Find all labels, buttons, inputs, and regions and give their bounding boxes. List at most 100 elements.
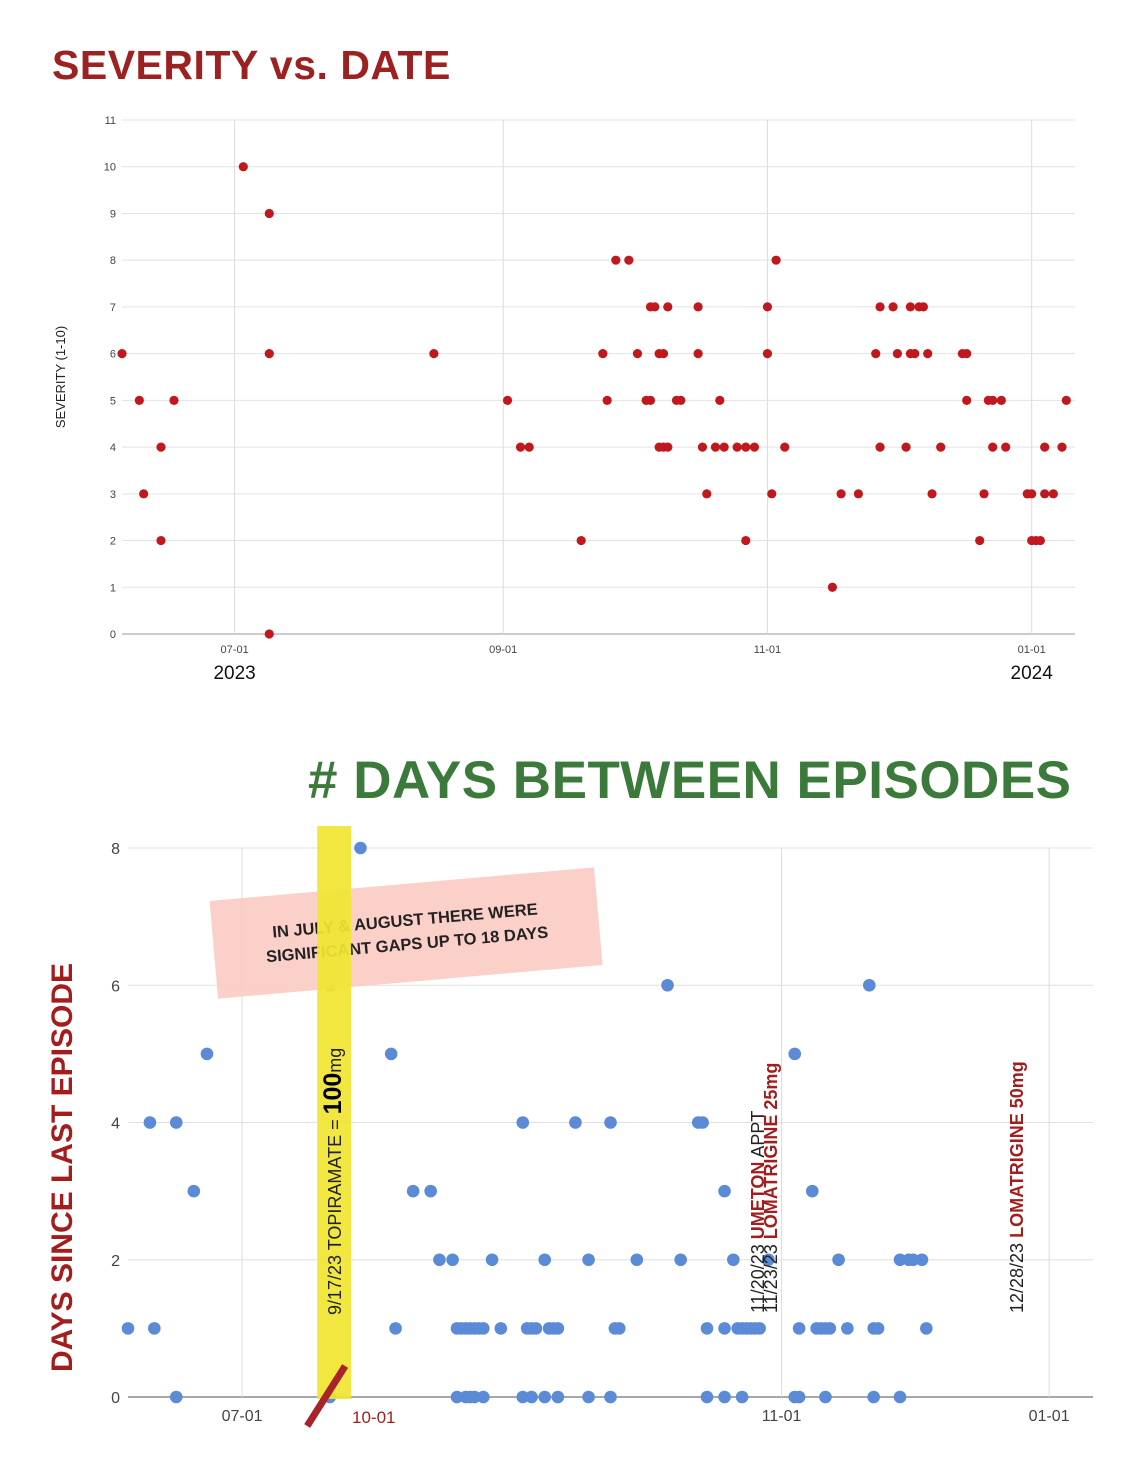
data-point bbox=[836, 489, 846, 499]
annotation-bold: UMETON bbox=[748, 1162, 768, 1240]
data-point bbox=[494, 1322, 508, 1335]
data-point bbox=[915, 1253, 929, 1267]
data-point bbox=[650, 302, 660, 312]
data-point bbox=[485, 1253, 499, 1267]
data-point bbox=[771, 255, 781, 265]
band-annotation-suffix: mg bbox=[325, 1048, 345, 1073]
data-point bbox=[905, 302, 915, 312]
data-point bbox=[923, 349, 933, 359]
data-point bbox=[663, 442, 673, 452]
data-point bbox=[384, 1047, 398, 1061]
data-point bbox=[832, 1253, 845, 1267]
band-annotation-prefix: 9/17/23 TOPIRAMATE = bbox=[325, 1114, 345, 1315]
data-point bbox=[468, 1390, 481, 1404]
data-point bbox=[696, 1116, 709, 1129]
data-point bbox=[892, 349, 902, 359]
annotation-date: 11/23/23 bbox=[761, 1239, 781, 1313]
data-point bbox=[121, 1322, 135, 1335]
data-point bbox=[741, 535, 751, 546]
data-point bbox=[516, 1116, 530, 1129]
data-point bbox=[693, 302, 703, 312]
data-point bbox=[862, 978, 876, 992]
data-point bbox=[476, 1390, 490, 1404]
data-point bbox=[676, 395, 686, 405]
data-point bbox=[148, 1322, 161, 1335]
y-tick-label: 8 bbox=[110, 255, 116, 267]
y-tick-label: 11 bbox=[105, 115, 116, 127]
data-point bbox=[732, 442, 742, 452]
data-point bbox=[604, 1116, 617, 1129]
data-point bbox=[406, 1184, 420, 1198]
y-tick-label: 2 bbox=[111, 1253, 120, 1270]
y-axis-label: DAYS SINCE LAST EPISODE bbox=[46, 963, 79, 1372]
band-annotation-bold: 100 bbox=[319, 1073, 347, 1115]
data-point bbox=[143, 1116, 157, 1129]
data-point bbox=[867, 1390, 880, 1404]
x-tick-label: 01-01 bbox=[1029, 1408, 1070, 1425]
data-point bbox=[875, 302, 885, 312]
data-point bbox=[117, 349, 127, 359]
data-point bbox=[788, 1047, 802, 1061]
annotation-suffix: APPT bbox=[748, 1111, 768, 1162]
data-point bbox=[538, 1390, 552, 1404]
data-point bbox=[139, 489, 149, 499]
data-point bbox=[612, 1322, 626, 1335]
data-point bbox=[446, 1253, 459, 1267]
data-point bbox=[661, 978, 674, 992]
data-point bbox=[200, 1047, 214, 1061]
data-point bbox=[962, 395, 972, 405]
data-point bbox=[762, 302, 773, 312]
data-point bbox=[354, 841, 367, 855]
gap-note-background bbox=[209, 867, 603, 999]
data-point bbox=[658, 349, 669, 359]
days-chart-title: # DAYS BETWEEN EPISODES bbox=[308, 751, 1072, 810]
data-point bbox=[169, 1390, 183, 1404]
data-point bbox=[156, 535, 166, 546]
data-point bbox=[598, 349, 608, 359]
data-point bbox=[1001, 442, 1011, 452]
annotation-date: 11/20/23 bbox=[748, 1239, 768, 1313]
data-point bbox=[893, 1253, 907, 1267]
data-point bbox=[611, 255, 621, 265]
data-point bbox=[700, 1390, 714, 1404]
data-point bbox=[238, 162, 248, 172]
data-point bbox=[624, 255, 634, 265]
data-point bbox=[871, 1322, 885, 1335]
y-tick-label: 7 bbox=[110, 302, 116, 314]
data-point bbox=[819, 1390, 832, 1404]
data-point bbox=[718, 1322, 731, 1335]
data-point bbox=[853, 489, 864, 499]
data-point bbox=[516, 1390, 530, 1404]
data-point bbox=[529, 1322, 543, 1335]
y-tick-label: 4 bbox=[110, 442, 116, 454]
data-point bbox=[918, 302, 928, 312]
data-point bbox=[893, 1390, 907, 1404]
data-point bbox=[476, 1322, 490, 1335]
data-point bbox=[975, 535, 985, 546]
x-year-label: 2023 bbox=[213, 663, 255, 684]
data-point bbox=[551, 1390, 565, 1404]
data-point bbox=[582, 1390, 595, 1404]
y-tick-label: 0 bbox=[111, 1390, 120, 1407]
x-year-label: 2024 bbox=[1011, 663, 1054, 684]
data-point bbox=[424, 1184, 437, 1198]
data-point bbox=[389, 1322, 402, 1335]
data-point bbox=[792, 1390, 806, 1404]
y-tick-label: 8 bbox=[111, 841, 120, 858]
annotation-bold: LOMATRIGINE 50mg bbox=[1007, 1061, 1027, 1238]
y-tick-label: 3 bbox=[110, 489, 116, 501]
data-point bbox=[645, 395, 656, 405]
data-point bbox=[551, 1322, 565, 1335]
data-point bbox=[901, 442, 911, 452]
data-point bbox=[1057, 442, 1067, 452]
data-point bbox=[1040, 442, 1050, 452]
data-point bbox=[134, 395, 144, 405]
data-point bbox=[524, 442, 534, 452]
data-point bbox=[700, 1322, 714, 1335]
data-point bbox=[910, 349, 920, 359]
data-point bbox=[715, 395, 725, 405]
y-tick-label: 5 bbox=[110, 395, 116, 407]
data-point bbox=[702, 489, 712, 499]
data-point bbox=[663, 302, 673, 312]
data-point bbox=[502, 395, 513, 405]
